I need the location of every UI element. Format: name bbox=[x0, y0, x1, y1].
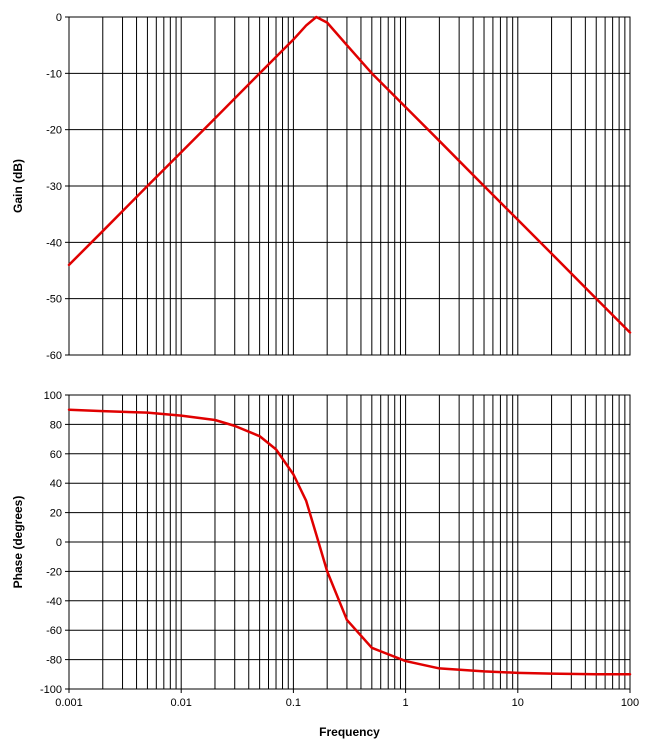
y-tick-label: -30 bbox=[46, 181, 62, 193]
y-tick-label: -100 bbox=[40, 684, 62, 696]
y-tick-label: -10 bbox=[46, 68, 62, 80]
y-tick-label: 80 bbox=[50, 419, 62, 431]
gain-chart-series-line bbox=[67, 15, 632, 334]
y-tick-label: 20 bbox=[50, 508, 62, 520]
x-tick-label: 10 bbox=[512, 697, 524, 709]
y-tick-label: -40 bbox=[46, 237, 62, 249]
phase-chart-series-line bbox=[67, 408, 632, 676]
x-tick-label: 0.01 bbox=[170, 697, 191, 709]
y-tick-label: -80 bbox=[46, 655, 62, 667]
y-tick-label: 100 bbox=[44, 390, 62, 402]
y-tick-label: -60 bbox=[46, 625, 62, 637]
y-tick-label: -20 bbox=[46, 125, 62, 137]
x-tick-label: 100 bbox=[621, 697, 639, 709]
y-axis-title: Phase (degrees) bbox=[11, 496, 25, 589]
y-tick-label: -40 bbox=[46, 596, 62, 608]
x-tick-label: 0.001 bbox=[55, 697, 83, 709]
y-tick-label: 0 bbox=[56, 537, 62, 549]
x-tick-label: 1 bbox=[403, 697, 409, 709]
y-tick-label: -60 bbox=[46, 350, 62, 362]
gain-chart: 0 -10 -20 -30 -40 -50 -60 Gain (dB) bbox=[11, 12, 632, 362]
y-tick-label: 0 bbox=[56, 12, 62, 24]
y-axis-title: Gain (dB) bbox=[11, 159, 25, 213]
y-tick-label: -20 bbox=[46, 566, 62, 578]
grid bbox=[68, 394, 630, 690]
y-tick-label: -50 bbox=[46, 294, 62, 306]
y-tick-label: 40 bbox=[50, 478, 62, 490]
x-tick-label: 0.1 bbox=[286, 697, 301, 709]
x-axis-title: Frequency bbox=[319, 725, 380, 739]
y-tick-label: 60 bbox=[50, 449, 62, 461]
